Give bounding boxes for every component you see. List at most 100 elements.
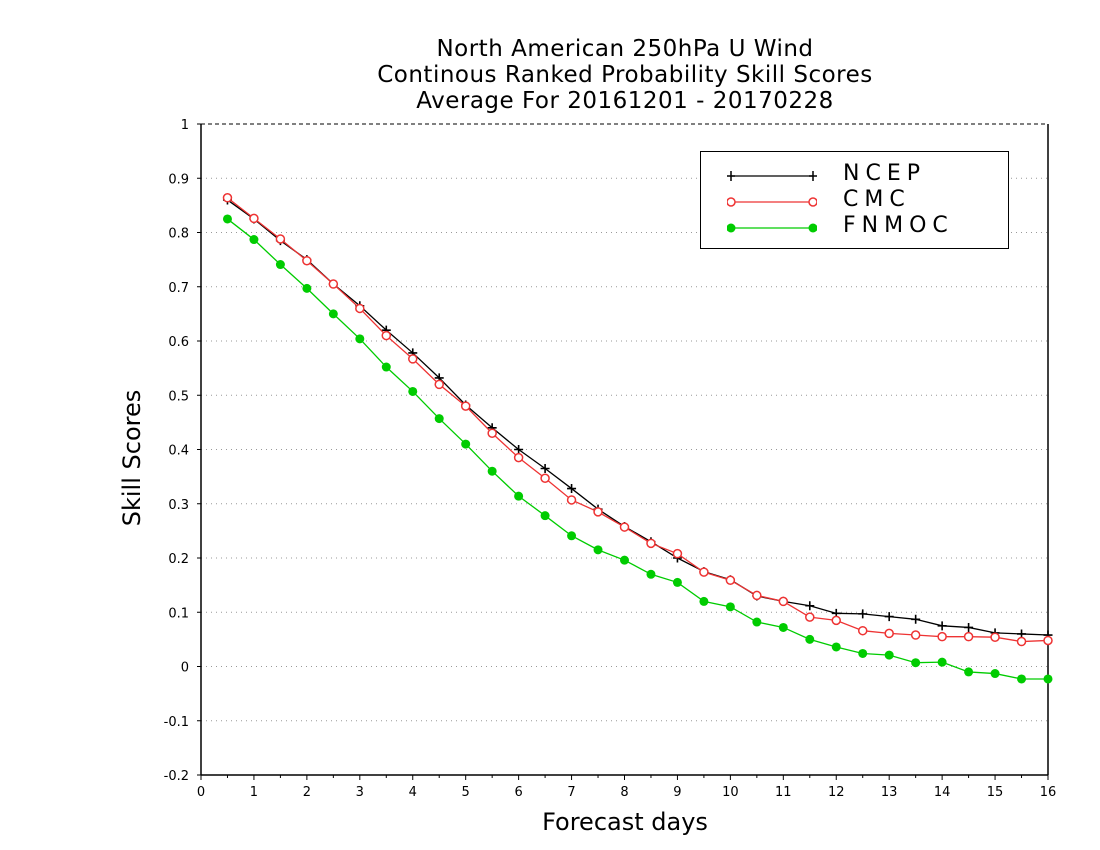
- point-cmc: [408, 354, 418, 364]
- point-fnmoc: [831, 642, 841, 652]
- x-tick-label: 8: [620, 785, 628, 800]
- point-cmc: [513, 452, 524, 463]
- y-tick-label: 0: [181, 661, 189, 676]
- point-cmc: [355, 303, 365, 314]
- point-cmc: [460, 401, 471, 411]
- y-tick-label: -0.1: [164, 715, 189, 730]
- x-tick-label: 9: [673, 785, 681, 800]
- point-cmc: [302, 255, 312, 266]
- point-cmc: [381, 330, 392, 341]
- point-fnmoc: [381, 362, 391, 372]
- point-cmc: [963, 631, 974, 642]
- point-cmc: [249, 213, 259, 224]
- point-ncep: [805, 601, 815, 611]
- point-fnmoc: [699, 596, 709, 606]
- legend-swatch-cmc: [727, 197, 817, 207]
- legend: NCEP CMC FNMOC: [700, 151, 1009, 249]
- y-tick-label: 0.6: [168, 335, 189, 350]
- point-cmc: [1016, 636, 1027, 647]
- point-fnmoc: [408, 386, 418, 396]
- y-tick-label: 0.7: [168, 281, 189, 296]
- point-ncep: [911, 614, 921, 624]
- point-cmc: [778, 596, 789, 607]
- point-ncep: [567, 484, 577, 494]
- point-cmc: [1043, 635, 1053, 646]
- point-fnmoc: [990, 669, 1000, 679]
- point-fnmoc: [355, 334, 365, 344]
- series: [222, 193, 1053, 684]
- point-ncep: [884, 612, 894, 622]
- y-tick-label: 0.3: [168, 498, 189, 513]
- x-tick-label: 13: [881, 785, 898, 800]
- point-fnmoc: [1017, 674, 1027, 684]
- y-tick-label: 0.2: [168, 552, 189, 567]
- point-cmc: [593, 507, 603, 517]
- point-cmc: [487, 428, 497, 438]
- legend-label-fnmoc: FNMOC: [843, 213, 954, 238]
- series-line-fnmoc: [227, 218, 1048, 680]
- point-cmc: [699, 567, 709, 577]
- legend-item-fnmoc: FNMOC: [701, 213, 1008, 241]
- point-cmc: [990, 632, 1000, 642]
- x-tick-label: 15: [987, 785, 1004, 800]
- point-fnmoc: [937, 657, 947, 667]
- point-ncep: [540, 463, 550, 473]
- x-tick-label: 14: [934, 785, 951, 800]
- point-fnmoc: [487, 466, 497, 476]
- x-tick-label: 2: [303, 785, 311, 800]
- point-cmc: [540, 473, 550, 484]
- x-tick-label: 16: [1040, 785, 1057, 800]
- point-fnmoc: [514, 491, 524, 501]
- axes: -0.2-0.100.10.20.30.40.50.60.70.80.910 1 2…: [164, 118, 1057, 800]
- x-tick-label: 7: [567, 785, 575, 800]
- y-tick-label: 0.9: [168, 172, 189, 187]
- point-cmc: [566, 495, 577, 505]
- point-fnmoc: [672, 577, 682, 587]
- point-fnmoc: [911, 658, 921, 668]
- point-fnmoc: [620, 555, 629, 565]
- point-cmc: [831, 615, 841, 626]
- x-tick-label: 6: [514, 785, 522, 800]
- chart-title-line-2: Continous Ranked Probability Skill Score…: [377, 62, 873, 88]
- x-tick-label: 4: [409, 785, 417, 800]
- point-ncep: [964, 622, 974, 632]
- y-tick-label: -0.2: [164, 769, 189, 784]
- legend-swatch-fnmoc: [727, 223, 817, 233]
- point-cmc: [752, 590, 762, 601]
- point-cmc: [805, 612, 815, 622]
- point-fnmoc: [858, 648, 868, 658]
- point-fnmoc: [249, 235, 259, 245]
- point-fnmoc: [1043, 674, 1053, 684]
- chart-title-line-1: North American 250hPa U Wind: [436, 36, 814, 62]
- point-fnmoc: [461, 439, 471, 449]
- y-tick-label: 1: [181, 118, 189, 133]
- series-line-cmc: [227, 197, 1049, 643]
- point-fnmoc: [752, 617, 762, 627]
- series-line-ncep: [227, 199, 1049, 636]
- point-ncep: [937, 621, 947, 631]
- x-tick-label: 5: [462, 785, 470, 800]
- x-axis-label: Forecast days: [542, 808, 708, 836]
- point-fnmoc: [540, 511, 550, 521]
- point-cmc: [910, 630, 921, 640]
- point-cmc: [328, 279, 339, 289]
- point-cmc: [937, 631, 947, 642]
- y-tick-label: 0.1: [168, 606, 189, 621]
- gridlines: [201, 177, 1048, 722]
- point-fnmoc: [884, 650, 894, 660]
- series-ncep: [222, 195, 1053, 640]
- point-cmc: [884, 628, 894, 639]
- point-cmc: [672, 548, 683, 559]
- point-fnmoc: [805, 634, 815, 644]
- x-tick-label: 10: [722, 785, 739, 800]
- x-tick-label: 0: [197, 785, 205, 800]
- point-cmc: [275, 234, 286, 244]
- point-fnmoc: [222, 214, 232, 224]
- point-cmc: [646, 538, 656, 549]
- point-fnmoc: [302, 283, 312, 293]
- point-cmc: [434, 379, 444, 390]
- legend-item-ncep: NCEP: [701, 161, 1008, 189]
- legend-label-cmc: CMC: [843, 187, 911, 212]
- point-fnmoc: [964, 667, 974, 677]
- point-fnmoc: [328, 309, 338, 319]
